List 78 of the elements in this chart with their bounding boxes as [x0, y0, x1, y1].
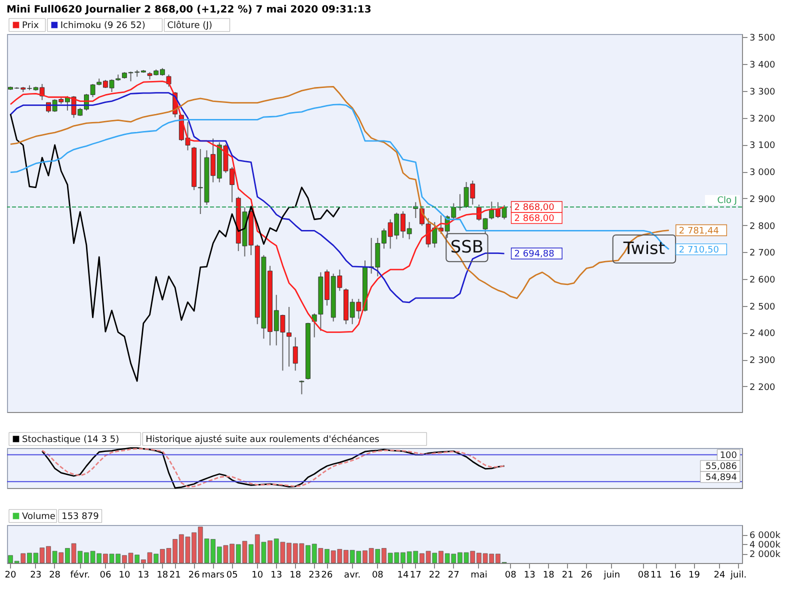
y-tick-label: 2 200	[750, 382, 776, 393]
x-tick-label: févr.	[70, 570, 90, 580]
text: 153 879	[62, 512, 100, 522]
y-tick-label: 3 500	[750, 34, 776, 44]
y-tick-label: 2 500	[750, 302, 776, 312]
x-tick-label: juin	[602, 570, 620, 580]
x-tick-label: 10	[118, 570, 130, 580]
x-tick-label: 06	[100, 570, 112, 580]
legend-label: Volume	[22, 512, 56, 522]
x-tick-label: mai	[470, 570, 488, 580]
x-tick-label: 17	[410, 570, 422, 580]
x-tick-label: 08	[372, 570, 384, 580]
x-tick-label: 26	[321, 570, 334, 580]
text: Clôture (J)	[167, 20, 212, 31]
x-tick-label: 11	[650, 570, 662, 580]
data-label: 2 868,00	[514, 203, 555, 214]
x-tick-label: 13	[270, 570, 282, 580]
x-tick-label: 28	[49, 570, 61, 580]
y-tick-label: 3 300	[750, 87, 776, 98]
x-tick-label: 24	[714, 570, 726, 580]
line-series	[10, 92, 505, 304]
x-tick-label: 23	[30, 570, 42, 580]
data-label: 2 694,88	[514, 250, 555, 260]
candlestick	[286, 306, 292, 368]
chart-title: Mini Full0620 Journalier 2 868,00 (+1,22 %) 7 mai 2020 09:31:13	[6, 4, 372, 16]
x-tick-label: 26	[580, 570, 593, 580]
x-tick-label: 13	[524, 570, 536, 580]
x-tick-label: 05	[226, 570, 238, 580]
x-tick-label: 18	[542, 570, 555, 580]
y-tick-label: 2 900	[750, 194, 776, 205]
data-label: 2 781,44	[678, 226, 720, 236]
line-series	[10, 86, 670, 300]
y-tick-label: 4 000k	[750, 540, 782, 550]
annotation: 55,086	[706, 462, 738, 472]
y-tick-label: 2 700	[750, 248, 776, 259]
text: Historique ajusté suite aux roulements d'échéances	[146, 434, 380, 445]
legend-label: Prix	[22, 21, 40, 31]
y-tick-label: 3 000	[750, 168, 776, 178]
data-label: 2 710,50	[678, 245, 720, 256]
y-tick-label: 2 800	[750, 222, 776, 232]
y-tick-label: 3 100	[750, 141, 776, 152]
x-tick-label: 18	[156, 570, 168, 580]
x-tick-label: 14	[397, 570, 409, 580]
x-tick-label: 13	[138, 570, 150, 580]
candlestick	[312, 312, 317, 338]
x-tick-label: 18	[290, 570, 302, 580]
candlestick	[292, 336, 298, 372]
y-tick-label: 3 400	[750, 60, 776, 71]
line-series	[10, 113, 340, 382]
y-tick-label: 2 400	[750, 329, 776, 340]
annotation: SSB	[450, 238, 484, 258]
x-tick-label: mars	[202, 570, 225, 580]
y-tick-label: 2 300	[750, 356, 776, 366]
x-tick-label: 16	[669, 570, 682, 580]
x-tick-label: avr.	[344, 570, 361, 580]
annotation: 54,894	[706, 473, 738, 483]
x-tick-label: 08	[638, 570, 650, 580]
x-tick-label: 27	[448, 570, 460, 580]
legend-label: Ichimoku (9 26 52)	[60, 21, 146, 31]
text: 2 868,00	[514, 214, 554, 224]
y-tick-label: 2 000k	[750, 550, 782, 560]
x-tick-label: 10	[252, 570, 264, 580]
x-tick-label: juil.	[729, 570, 747, 580]
y-tick-label: 2 600	[750, 276, 776, 286]
y-tick-label: 6 000k	[750, 531, 782, 541]
x-tick-label: 08	[504, 570, 517, 580]
legend-label: Stochastique (14 3 5)	[22, 435, 120, 445]
x-tick-label: 21	[562, 570, 574, 580]
annotation: 100	[720, 451, 738, 461]
x-tick-label: 21	[169, 570, 181, 580]
candlestick	[166, 74, 172, 88]
x-tick-label: 23	[308, 570, 320, 580]
x-tick-label: 26	[188, 570, 200, 580]
x-tick-label: 19	[688, 570, 700, 580]
x-tick-label: 20	[4, 570, 16, 580]
y-tick-label: 3 200	[750, 114, 776, 124]
ref-line-label: Clo J	[717, 196, 737, 206]
x-tick-label: 22	[428, 570, 440, 580]
